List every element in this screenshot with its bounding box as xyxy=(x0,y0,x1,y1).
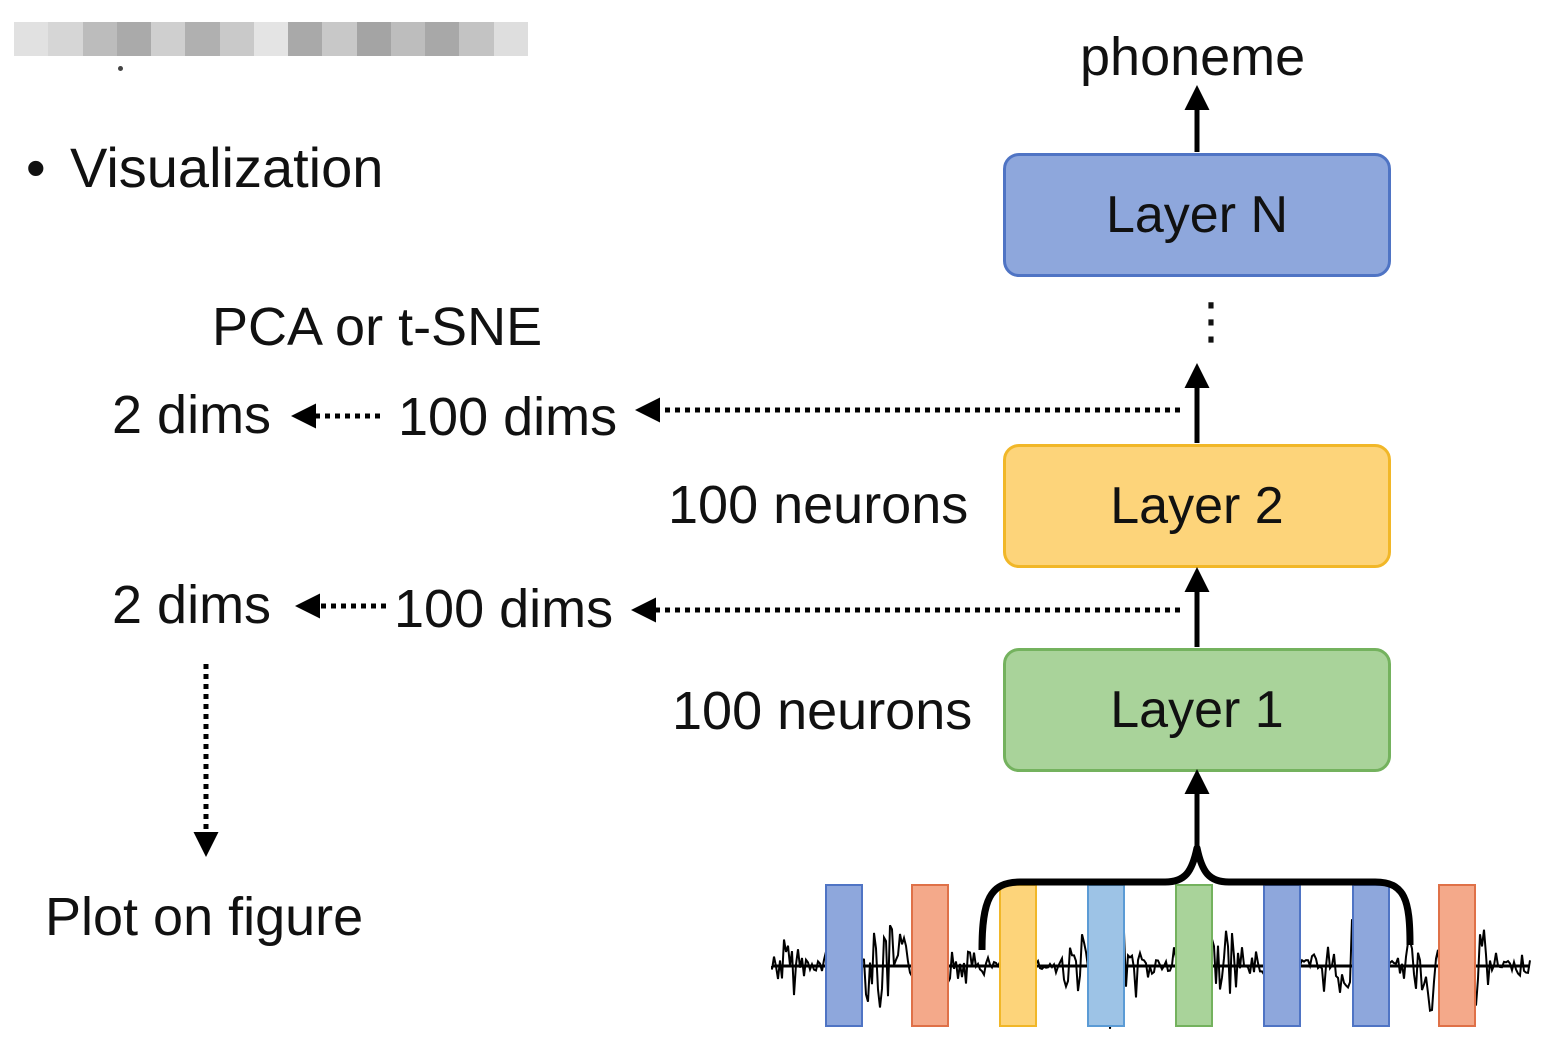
frame-blue-3 xyxy=(1352,884,1390,1027)
blur-cell xyxy=(14,22,49,56)
input-frames xyxy=(825,884,1476,1027)
blur-cell xyxy=(185,22,220,56)
frame-green xyxy=(1175,884,1213,1027)
layer-n-box: Layer N xyxy=(1003,153,1391,277)
result-label: Plot on figure xyxy=(45,887,364,947)
lower-low-dims-label: 2 dims xyxy=(112,575,272,635)
frame-orange-1 xyxy=(911,884,949,1027)
frame-blue-1 xyxy=(825,884,863,1027)
header-dot xyxy=(118,66,123,71)
layer-n-label: Layer N xyxy=(1105,186,1289,244)
layer-2-box: Layer 2 xyxy=(1003,444,1391,568)
frame-yellow xyxy=(999,884,1037,1027)
blur-cell xyxy=(82,22,117,56)
blur-cell xyxy=(493,22,528,56)
upper-low-dims-label: 2 dims xyxy=(112,385,272,445)
blur-cell xyxy=(425,22,460,56)
layer-1-label: Layer 1 xyxy=(1110,681,1284,739)
frame-lightblue xyxy=(1087,884,1125,1027)
frame-blue-2 xyxy=(1263,884,1301,1027)
method-label: PCA or t-SNE xyxy=(212,297,543,357)
blurred-header-strip xyxy=(14,22,528,56)
upper-high-dims-label: 100 dims xyxy=(398,387,618,447)
blur-cell xyxy=(288,22,323,56)
lower-high-dims-label: 100 dims xyxy=(394,579,614,639)
audio-waveform xyxy=(771,919,1531,1029)
blur-cell xyxy=(253,22,289,56)
blur-cell xyxy=(459,22,494,56)
bullet-heading: • Visualization xyxy=(26,140,383,196)
blur-cell xyxy=(390,22,426,56)
waveform-trace xyxy=(771,919,1531,1029)
blur-cell xyxy=(48,22,83,56)
layer-2-label: Layer 2 xyxy=(1110,477,1284,535)
blur-cell xyxy=(116,22,152,56)
blur-cell xyxy=(151,22,186,56)
heading-text: Visualization xyxy=(70,136,384,199)
neuron-label-layer-2: 100 neurons xyxy=(668,475,969,535)
blur-cell xyxy=(322,22,357,56)
bullet-marker: • xyxy=(26,136,46,199)
layer-ellipsis: ⋮ xyxy=(1186,292,1236,350)
blur-cell xyxy=(219,22,254,56)
neuron-label-layer-1: 100 neurons xyxy=(672,681,973,741)
frame-group-brace xyxy=(978,844,1414,951)
blur-cell xyxy=(356,22,391,56)
frame-orange-2 xyxy=(1438,884,1476,1027)
output-label: phoneme xyxy=(1080,27,1306,87)
